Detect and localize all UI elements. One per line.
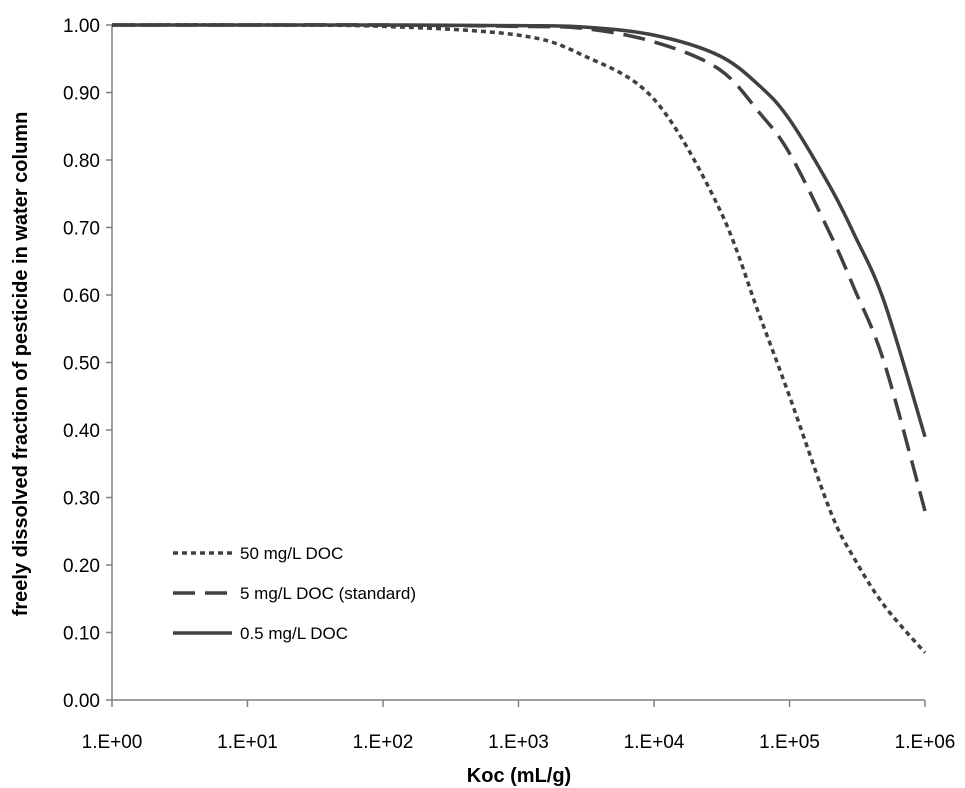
x-tick-label: 1.E+06 [895,732,956,753]
x-tick-label: 1.E+00 [82,732,143,753]
x-tick-label: 1.E+04 [624,732,685,753]
axes: 0.00 0.10 0.20 0.30 0.40 0.50 0.60 0.70 0.80 0.90… [63,16,955,753]
y-tick-label: 0.60 [63,286,100,307]
legend: 50 mg/L DOC 5 mg/L DOC (standard) 0.5 mg/L… [173,544,416,643]
x-tick-label: 1.E+03 [488,732,549,753]
y-tick-label: 0.00 [63,691,100,712]
legend-label-1: 50 mg/L DOC [240,544,343,563]
legend-label-3: 0.5 mg/L DOC [240,624,348,643]
series-line-3 [112,23,927,438]
x-tick-label: 1.E+01 [217,732,278,753]
y-tick-label: 0.70 [63,219,100,240]
y-tick-label: 0.50 [63,354,100,375]
x-tick-label: 1.E+02 [353,732,414,753]
series-line-1 [111,23,927,654]
y-tick-label: 0.80 [63,151,100,172]
y-tick-label: 0.10 [63,624,100,645]
x-axis-title: Koc (mL/g) [467,765,571,787]
y-tick-label: 0.40 [63,421,100,442]
series-lines [111,23,927,654]
y-tick-label: 0.90 [63,84,100,105]
y-tick-label: 1.00 [63,16,100,37]
y-axis-title: freely dissolved fraction of pesticide i… [10,112,32,617]
y-tick-label: 0.30 [63,489,100,510]
legend-label-2: 5 mg/L DOC (standard) [240,584,416,603]
y-tick-label: 0.20 [63,556,100,577]
x-tick-label: 1.E+05 [759,732,820,753]
